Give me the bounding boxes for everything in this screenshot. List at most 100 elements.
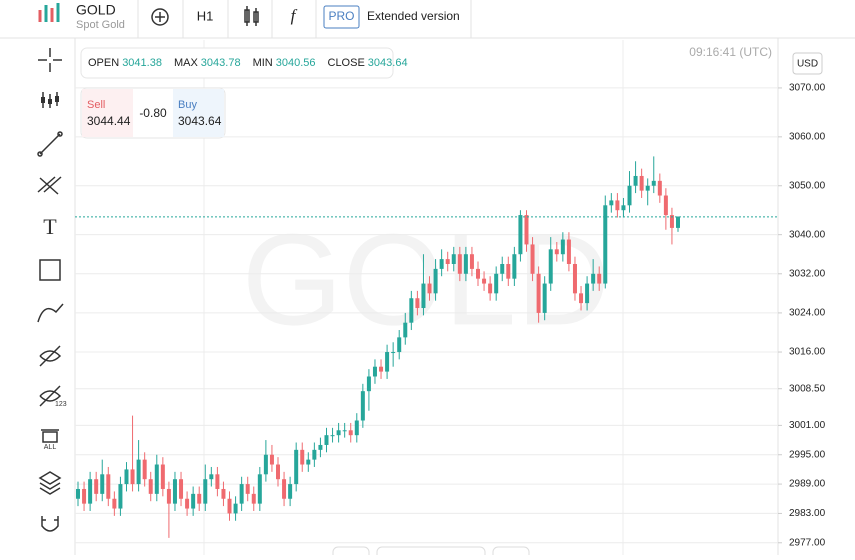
candle-body bbox=[451, 254, 456, 264]
magnet-tool[interactable] bbox=[41, 516, 59, 532]
candle-body bbox=[324, 435, 329, 445]
candle-body bbox=[663, 195, 668, 216]
candle-body bbox=[469, 254, 474, 269]
y-tick-label: 3008.50 bbox=[789, 383, 826, 394]
candle-body bbox=[269, 454, 274, 465]
sell-price: 3044.44 bbox=[87, 114, 131, 128]
candle-body bbox=[651, 180, 656, 186]
y-tick-label: 3032.00 bbox=[789, 268, 826, 279]
extended-version[interactable]: Extended version bbox=[367, 9, 460, 23]
candle-body bbox=[524, 215, 529, 245]
candle-body bbox=[603, 205, 608, 284]
bottom-tabs bbox=[332, 546, 530, 560]
candle-body bbox=[276, 464, 280, 480]
candle-body bbox=[385, 352, 390, 372]
candle-body bbox=[106, 474, 111, 499]
candle-body bbox=[154, 464, 159, 494]
candle-body bbox=[136, 459, 141, 485]
candle-body bbox=[585, 283, 590, 304]
candle-body bbox=[221, 488, 226, 499]
layers-tool[interactable] bbox=[38, 471, 62, 495]
candle-body bbox=[645, 185, 650, 191]
candle-body bbox=[427, 283, 432, 294]
candle-body bbox=[597, 273, 602, 284]
crosshair-tool[interactable] bbox=[38, 48, 62, 72]
candle-body bbox=[560, 239, 565, 255]
candle-body bbox=[500, 263, 505, 274]
ohlc-panel bbox=[80, 47, 394, 79]
y-tick-label: 3024.00 bbox=[789, 308, 826, 319]
candle-body bbox=[100, 474, 105, 494]
candle-body bbox=[245, 484, 250, 494]
candle-body bbox=[397, 337, 402, 353]
delete-all-tool[interactable] bbox=[41, 429, 59, 443]
candle-body bbox=[488, 283, 493, 294]
candle-body bbox=[518, 215, 523, 255]
brush-tool[interactable] bbox=[37, 303, 64, 323]
candle-body bbox=[530, 244, 535, 274]
indicators-button[interactable]: f bbox=[291, 6, 298, 25]
candle-body bbox=[112, 498, 117, 509]
chart-type-button[interactable] bbox=[244, 6, 259, 26]
candle-body bbox=[251, 493, 256, 504]
candle-body bbox=[621, 205, 626, 211]
candle-body bbox=[657, 180, 662, 196]
fib-tool[interactable] bbox=[37, 176, 62, 195]
candle-body bbox=[82, 488, 87, 504]
currency-button[interactable] bbox=[792, 52, 823, 75]
candle-body bbox=[354, 420, 359, 436]
line-tool[interactable] bbox=[37, 131, 63, 157]
watermark: GOLD bbox=[242, 206, 610, 352]
candles-tool[interactable] bbox=[41, 92, 59, 108]
candle-body bbox=[172, 479, 177, 504]
candle-body bbox=[439, 259, 444, 269]
candle-body bbox=[124, 469, 129, 485]
spread: -0.80 bbox=[139, 106, 167, 120]
candle-body bbox=[421, 283, 426, 309]
trade-panel: Sell 3044.44 -0.80 Buy 3043.64 bbox=[80, 87, 226, 139]
candle-body bbox=[148, 479, 153, 494]
candle-body bbox=[166, 488, 171, 504]
candle-body bbox=[391, 352, 396, 354]
candle-body bbox=[233, 503, 238, 514]
candle-body bbox=[94, 479, 99, 494]
candle-body bbox=[239, 484, 244, 504]
candle-body bbox=[554, 249, 559, 255]
candle-body bbox=[548, 249, 553, 284]
ohlc-label: MAX bbox=[174, 57, 199, 69]
candle-body bbox=[409, 298, 414, 323]
buy-button[interactable] bbox=[173, 89, 224, 137]
symbol: GOLD bbox=[76, 2, 116, 18]
ohlc-value: 3043.64 bbox=[368, 57, 408, 69]
candle-body bbox=[130, 469, 135, 485]
add-button[interactable] bbox=[151, 8, 169, 26]
pro-badge[interactable] bbox=[323, 5, 360, 29]
ohlc-value: 3041.38 bbox=[122, 57, 162, 69]
candle-body bbox=[342, 430, 347, 432]
candle-body bbox=[191, 493, 196, 509]
interval-button[interactable]: H1 bbox=[197, 8, 214, 23]
sell-button[interactable] bbox=[82, 89, 133, 137]
candle-body bbox=[312, 449, 317, 460]
candle-body bbox=[639, 175, 644, 191]
hide-drawings-tool[interactable] bbox=[39, 345, 62, 367]
rectangle-tool[interactable] bbox=[39, 259, 61, 281]
candle-body bbox=[403, 322, 408, 338]
candle-body bbox=[330, 435, 335, 437]
candle-body bbox=[669, 215, 674, 228]
candle-body bbox=[572, 263, 577, 294]
hide-indicators-tool[interactable] bbox=[39, 385, 62, 407]
currency: USD bbox=[797, 59, 818, 70]
pro-label: PRO bbox=[328, 9, 354, 23]
candle-body bbox=[306, 459, 311, 465]
candle-body bbox=[463, 254, 468, 274]
candle-body bbox=[257, 474, 262, 504]
candle-body bbox=[609, 200, 614, 206]
ohlc-value: 3040.56 bbox=[276, 57, 316, 69]
candle-body bbox=[482, 278, 487, 284]
y-tick-label: 3016.00 bbox=[789, 347, 826, 358]
candle-body bbox=[494, 273, 499, 294]
candle-body bbox=[185, 498, 190, 509]
text-tool[interactable]: T bbox=[43, 214, 57, 239]
y-tick-label: 2983.00 bbox=[789, 508, 826, 519]
